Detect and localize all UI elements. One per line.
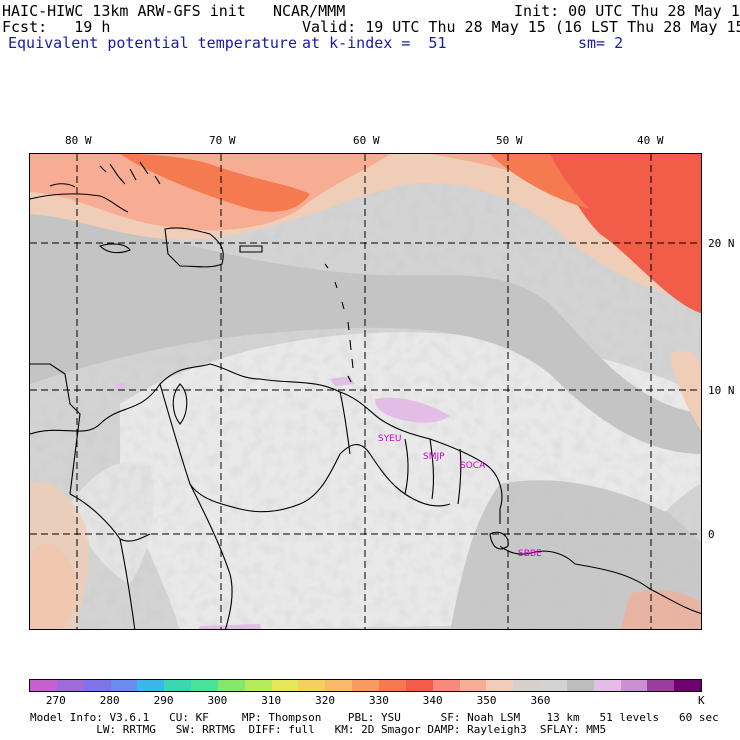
colorbar [29,679,702,692]
model-info-line2: LW: RRTMG SW: RRTMG DIFF: full KM: 2D Sm… [30,723,607,736]
colorbar-swatch [244,680,272,691]
colorbar-swatch [513,680,541,691]
colorbar-swatch [83,680,111,691]
colorbar-swatch [56,680,84,691]
colorbar-swatch [620,680,648,691]
map-svg: SYEU SMJP SOCA SBBE [30,154,701,629]
colorbar-tick-label: 340 [422,694,443,707]
colorbar-swatch [271,680,299,691]
lon-label-70w: 70 W [209,134,236,147]
colorbar-tick-label: 330 [368,694,389,707]
lat-label-10n: 10 N [708,384,735,397]
lat-label-20n: 20 N [708,237,735,250]
field-360k-patch-south [198,624,262,629]
lon-label-60w: 60 W [353,134,380,147]
lat-label-0: 0 [708,528,715,541]
colorbar-swatch [459,680,487,691]
colorbar-tick-label: 290 [153,694,174,707]
coastlines [30,161,701,629]
colorbar-swatch [352,680,379,691]
map-panel: SYEU SMJP SOCA SBBE [29,153,702,630]
colorbar-swatch [593,680,621,691]
lon-label-80w: 80 W [65,134,92,147]
colorbar-swatch [191,680,218,691]
lon-label-50w: 50 W [496,134,523,147]
colorbar-swatch [674,680,702,691]
field-360k-patch-guyana [375,397,450,423]
forecast-hour: Fcst: 19 h [2,18,111,36]
level-label: at k-index = 51 [302,34,447,52]
colorbar-swatch [217,680,245,691]
station-label-sbbe: SBBE [518,549,542,559]
colorbar-swatch [325,680,353,691]
colorbar-swatch [647,680,675,691]
colorbar-swatch [378,680,406,691]
colorbar-swatch [110,680,138,691]
lon-label-40w: 40 W [637,134,664,147]
field-350k-patch-east [670,350,701,431]
station-label-soca: SOCA [460,461,486,471]
smoothing-label: sm= 2 [578,34,624,52]
colorbar-swatch [164,680,192,691]
colorbar-swatch [298,680,326,691]
organization: NCAR/MMM [273,2,346,20]
field-330k-band-east [550,154,701,314]
field-340k-patch-southeast [620,589,701,629]
colorbar-tick-label: 360 [530,694,551,707]
colorbar-swatch [30,680,57,691]
colorbar-swatch [432,680,460,691]
colorbar-tick-label: 270 [45,694,66,707]
station-label-syeu: SYEU [378,434,401,444]
init-time: Init: 00 UTC Thu 28 May 15 [514,2,740,20]
colorbar-swatch [137,680,165,691]
field-330k-band-northeast [490,154,590,209]
station-label-smjp: SMJP [423,452,445,462]
colorbar-tick-label: K [698,694,705,707]
field-330k-band [120,154,310,212]
lat-lon-grid [30,154,701,629]
colorbar-swatch [486,680,514,691]
valid-time: Valid: 19 UTC Thu 28 May 15 (16 LST Thu … [302,18,740,36]
colorbar-tick-label: 280 [99,694,120,707]
colorbar-tick-label: 300 [207,694,228,707]
model-title: HAIC-HIWC 13km ARW-GFS init [2,2,246,20]
field-360k-patch-island [115,382,125,389]
field-350k-patch-west [30,481,90,629]
colorbar-tick-label: 310 [261,694,282,707]
colorbar-tick-label: 350 [476,694,497,707]
colorbar-swatch [540,680,567,691]
colorbar-tick-label: 320 [315,694,335,707]
colorbar-swatch [405,680,433,691]
model-info-line1: Model Info: V3.6.1 CU: KF MP: Thompson P… [30,711,719,724]
colorbar-swatch [566,680,594,691]
field-name: Equivalent potential temperature [8,34,297,52]
